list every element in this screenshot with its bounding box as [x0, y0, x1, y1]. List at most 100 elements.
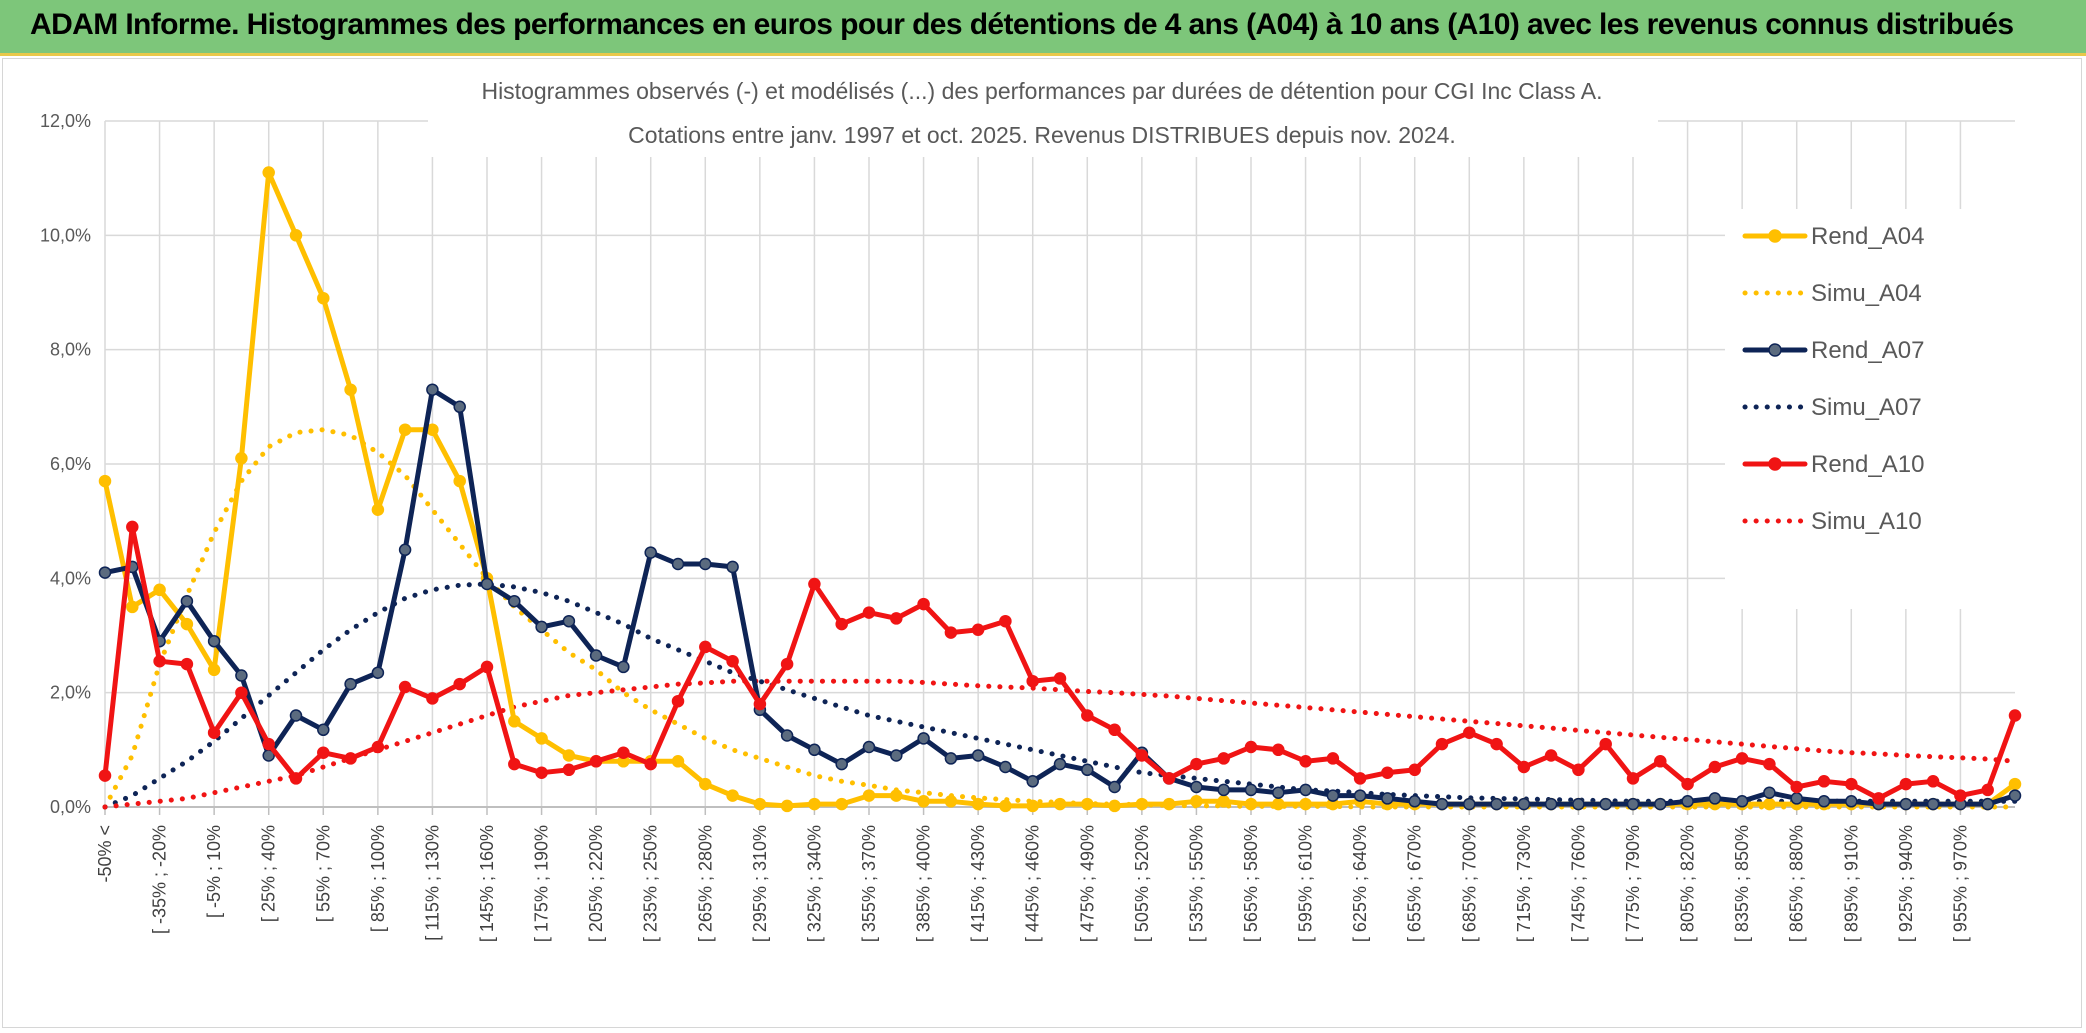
data-point-rend-a10	[1463, 726, 1476, 739]
data-point-rend-a10	[98, 769, 112, 782]
data-point-rend-a07	[1626, 797, 1640, 811]
data-point-rend-a10	[371, 740, 385, 754]
data-point-rend-a07	[1353, 789, 1367, 802]
data-point-rend-a04	[1272, 797, 1285, 811]
data-point-rend-a10	[262, 737, 275, 751]
data-point-rend-a10	[1572, 763, 1585, 777]
legend-label-simu-a10: Simu_A10	[1811, 508, 1922, 535]
data-point-rend-a04	[317, 291, 330, 305]
data-point-rend-a07	[235, 669, 248, 682]
x-tick-label: [ 415% ; 430%	[968, 825, 988, 942]
data-point-rend-a10	[289, 772, 303, 785]
data-point-rend-a10	[1490, 737, 1503, 751]
data-point-rend-a10	[2008, 709, 2022, 722]
data-point-rend-a10	[862, 606, 876, 619]
banner-title: ADAM Informe. Histogrammes des performan…	[30, 8, 2014, 41]
x-tick-label: [ -35% ; -20%	[150, 825, 170, 934]
x-tick-label: [ 895% ; 910%	[1841, 825, 1861, 942]
data-point-rend-a10	[1654, 755, 1667, 768]
legend-label-rend-a07: Rend_A07	[1811, 337, 1924, 364]
data-point-rend-a04	[2008, 777, 2022, 791]
data-point-rend-a07	[562, 614, 576, 628]
data-point-rend-a07	[1981, 797, 1994, 811]
data-point-rend-a10	[1845, 777, 1858, 791]
data-point-rend-a07	[1299, 783, 1312, 797]
x-tick-label: [ 835% ; 850%	[1732, 825, 1752, 942]
data-point-rend-a10	[1872, 792, 1885, 805]
data-point-rend-a07	[1108, 780, 1121, 794]
data-point-rend-a10	[1435, 737, 1449, 751]
data-point-rend-a04	[1135, 797, 1149, 811]
data-point-rend-a04	[1053, 797, 1067, 811]
data-point-rend-a07	[671, 557, 685, 571]
data-point-rend-a07	[1544, 797, 1558, 811]
data-point-rend-a04	[862, 789, 876, 802]
x-tick-label: [ 625% ; 640%	[1350, 825, 1370, 942]
header-banner: ADAM Informe. Histogrammes des performan…	[0, 0, 2086, 56]
data-point-rend-a10	[1544, 749, 1558, 762]
data-point-rend-a07	[999, 760, 1012, 774]
data-point-rend-a10	[1244, 740, 1258, 754]
data-point-rend-a10	[1026, 674, 1039, 688]
data-point-rend-a10	[1326, 752, 1340, 765]
data-point-rend-a04	[835, 797, 848, 811]
y-tick-label: 12,0%	[40, 111, 91, 131]
data-point-rend-a07	[398, 543, 412, 557]
data-point-rend-a07	[808, 743, 821, 757]
data-point-rend-a10	[1381, 766, 1394, 779]
data-point-rend-a10	[235, 686, 248, 699]
line-chart: 0,0% 2,0% 4,0% 6,0% 8,0% 10,0% 12,0% -50% < [ -3…	[40, 65, 2025, 942]
data-point-rend-a07	[1572, 797, 1585, 811]
data-point-rend-a07	[917, 732, 930, 745]
data-point-rend-a07	[1654, 797, 1667, 811]
data-point-rend-a07	[453, 400, 466, 414]
data-point-rend-a07	[780, 729, 794, 742]
data-point-rend-a04	[1299, 797, 1312, 811]
data-point-rend-a10	[180, 657, 194, 671]
data-point-rend-a07	[1517, 797, 1531, 811]
data-point-rend-a07	[1190, 780, 1203, 794]
chart-subtitle: Cotations entre janv. 1997 et oct. 2025.…	[628, 122, 1456, 148]
data-point-rend-a10	[1790, 780, 1803, 794]
data-point-rend-a10	[753, 697, 767, 711]
data-point-rend-a10	[126, 520, 139, 534]
legend-label-rend-a10: Rend_A10	[1811, 451, 1924, 478]
data-point-rend-a10	[1517, 760, 1531, 774]
data-point-rend-a10	[890, 612, 903, 625]
data-point-rend-a07	[1490, 797, 1503, 811]
chart-title: Histogrammes observés (-) et modélisés (…	[481, 78, 1602, 104]
data-point-rend-a07	[1763, 786, 1776, 799]
data-point-rend-a10	[1817, 775, 1831, 788]
data-point-rend-a07	[944, 752, 958, 765]
data-point-rend-a10	[671, 694, 685, 708]
data-point-rend-a10	[508, 757, 521, 771]
data-point-rend-a07	[1272, 786, 1285, 799]
x-tick-label: [ -5% ; 10%	[204, 825, 224, 918]
data-point-rend-a04	[1026, 799, 1039, 813]
data-point-rend-a04	[235, 452, 248, 465]
data-point-rend-a10	[617, 746, 630, 759]
data-point-rend-a04	[371, 503, 385, 516]
series-line-simu-a10	[102, 678, 2018, 810]
x-tick-label: [ 505% ; 520%	[1132, 825, 1152, 942]
data-point-rend-a10	[971, 623, 985, 637]
x-tick-label: [ 205% ; 220%	[586, 825, 606, 942]
legend-label-simu-a04: Simu_A04	[1811, 280, 1922, 307]
data-point-rend-a10	[780, 657, 794, 671]
data-point-rend-a10	[1954, 789, 1967, 802]
x-tick-label: [ 175% ; 190%	[532, 825, 552, 942]
x-tick-label: [ 85% ; 100%	[368, 825, 388, 932]
data-point-rend-a10	[999, 614, 1012, 628]
x-tick-label: [ 595% ; 610%	[1296, 825, 1316, 942]
data-point-rend-a07	[1845, 795, 1858, 808]
data-point-rend-a10	[1735, 752, 1749, 765]
data-point-rend-a04	[917, 795, 930, 808]
data-point-rend-a07	[1053, 757, 1067, 771]
data-point-rend-a07	[371, 666, 385, 679]
data-point-rend-a10	[699, 640, 712, 654]
data-point-rend-a07	[535, 620, 548, 634]
data-point-rend-a10	[944, 626, 958, 639]
data-point-rend-a07	[890, 749, 903, 762]
data-point-rend-a07	[289, 709, 303, 722]
title-backdrop	[428, 65, 1658, 157]
